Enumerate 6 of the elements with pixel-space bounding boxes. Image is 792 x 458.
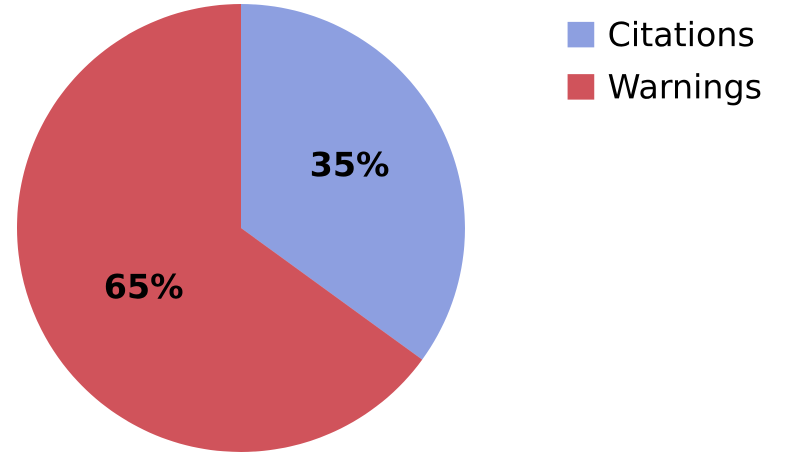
- legend-label: Warnings: [608, 73, 760, 106]
- data-label: 35%: [312, 151, 388, 177]
- pie-slice: [17, 4, 422, 452]
- pie-slice: [241, 4, 465, 360]
- data-label: 65%: [106, 273, 182, 299]
- legend-label: Citations: [609, 20, 754, 47]
